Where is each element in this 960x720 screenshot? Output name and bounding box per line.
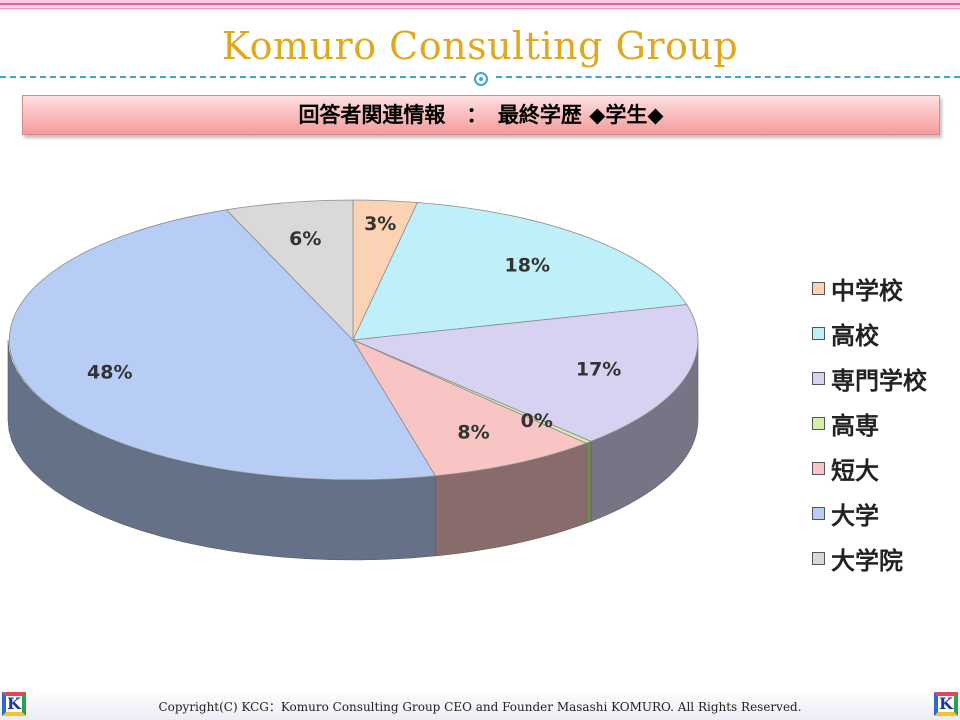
data-label-0: 3%	[364, 213, 396, 235]
legend-label-5: 大学	[831, 502, 879, 530]
legend-label-0: 中学校	[831, 277, 903, 305]
pie-slice-5	[8, 209, 437, 481]
top-decoration-bar	[0, 0, 960, 14]
legend-swatch-4	[812, 462, 825, 475]
divider-right	[496, 76, 960, 78]
legend-swatch-6	[812, 552, 825, 565]
copyright-text: Copyright(C) KCG：Komuro Consulting Group…	[158, 700, 802, 714]
pie-slice-4	[351, 339, 588, 477]
kcg-logo-left-icon: K	[2, 692, 26, 716]
legend-item-2: 専門学校	[812, 356, 927, 401]
legend-item-4: 短大	[812, 446, 927, 491]
data-label-6: 6%	[289, 228, 321, 250]
data-label-1: 18%	[505, 254, 550, 276]
brand-title: Komuro Consulting Group	[221, 24, 739, 68]
legend-swatch-0	[812, 282, 825, 295]
logo-letter: K	[7, 694, 21, 713]
data-label-3: 0%	[521, 410, 553, 432]
legend-item-5: 大学	[812, 491, 927, 536]
chart-legend: 中学校高校専門学校高専短大大学大学院	[812, 266, 927, 581]
logo-letter: K	[939, 694, 953, 713]
legend-label-4: 短大	[831, 457, 879, 485]
legend-swatch-3	[812, 417, 825, 430]
data-label-5: 48%	[87, 362, 132, 384]
legend-swatch-2	[812, 372, 825, 385]
footer-bar	[0, 690, 960, 720]
pie-side-3	[585, 441, 592, 524]
divider-dot-icon	[474, 72, 488, 86]
pie-slice-6	[225, 199, 354, 341]
legend-item-3: 高専	[812, 401, 927, 446]
legend-item-0: 中学校	[812, 266, 927, 311]
legend-swatch-5	[812, 507, 825, 520]
legend-item-1: 高校	[812, 311, 927, 356]
kcg-logo-right-icon: K	[934, 692, 958, 716]
legend-label-3: 高専	[831, 412, 879, 440]
legend-label-6: 大学院	[831, 547, 903, 575]
legend-swatch-1	[812, 327, 825, 340]
pie-slice-1	[352, 202, 688, 341]
legend-item-6: 大学院	[812, 536, 927, 581]
slide-title: 回答者関連情報 ： 最終学歴 ◆学生◆	[22, 95, 940, 135]
data-label-2: 17%	[576, 358, 621, 380]
legend-label-1: 高校	[831, 322, 879, 350]
data-label-4: 8%	[457, 421, 489, 443]
divider-left	[0, 76, 466, 78]
pie-chart: 3% 18% 17% 0% 8% 48% 6%	[7, 199, 699, 561]
pie-slice-2	[351, 304, 699, 442]
legend-label-2: 専門学校	[831, 367, 927, 395]
